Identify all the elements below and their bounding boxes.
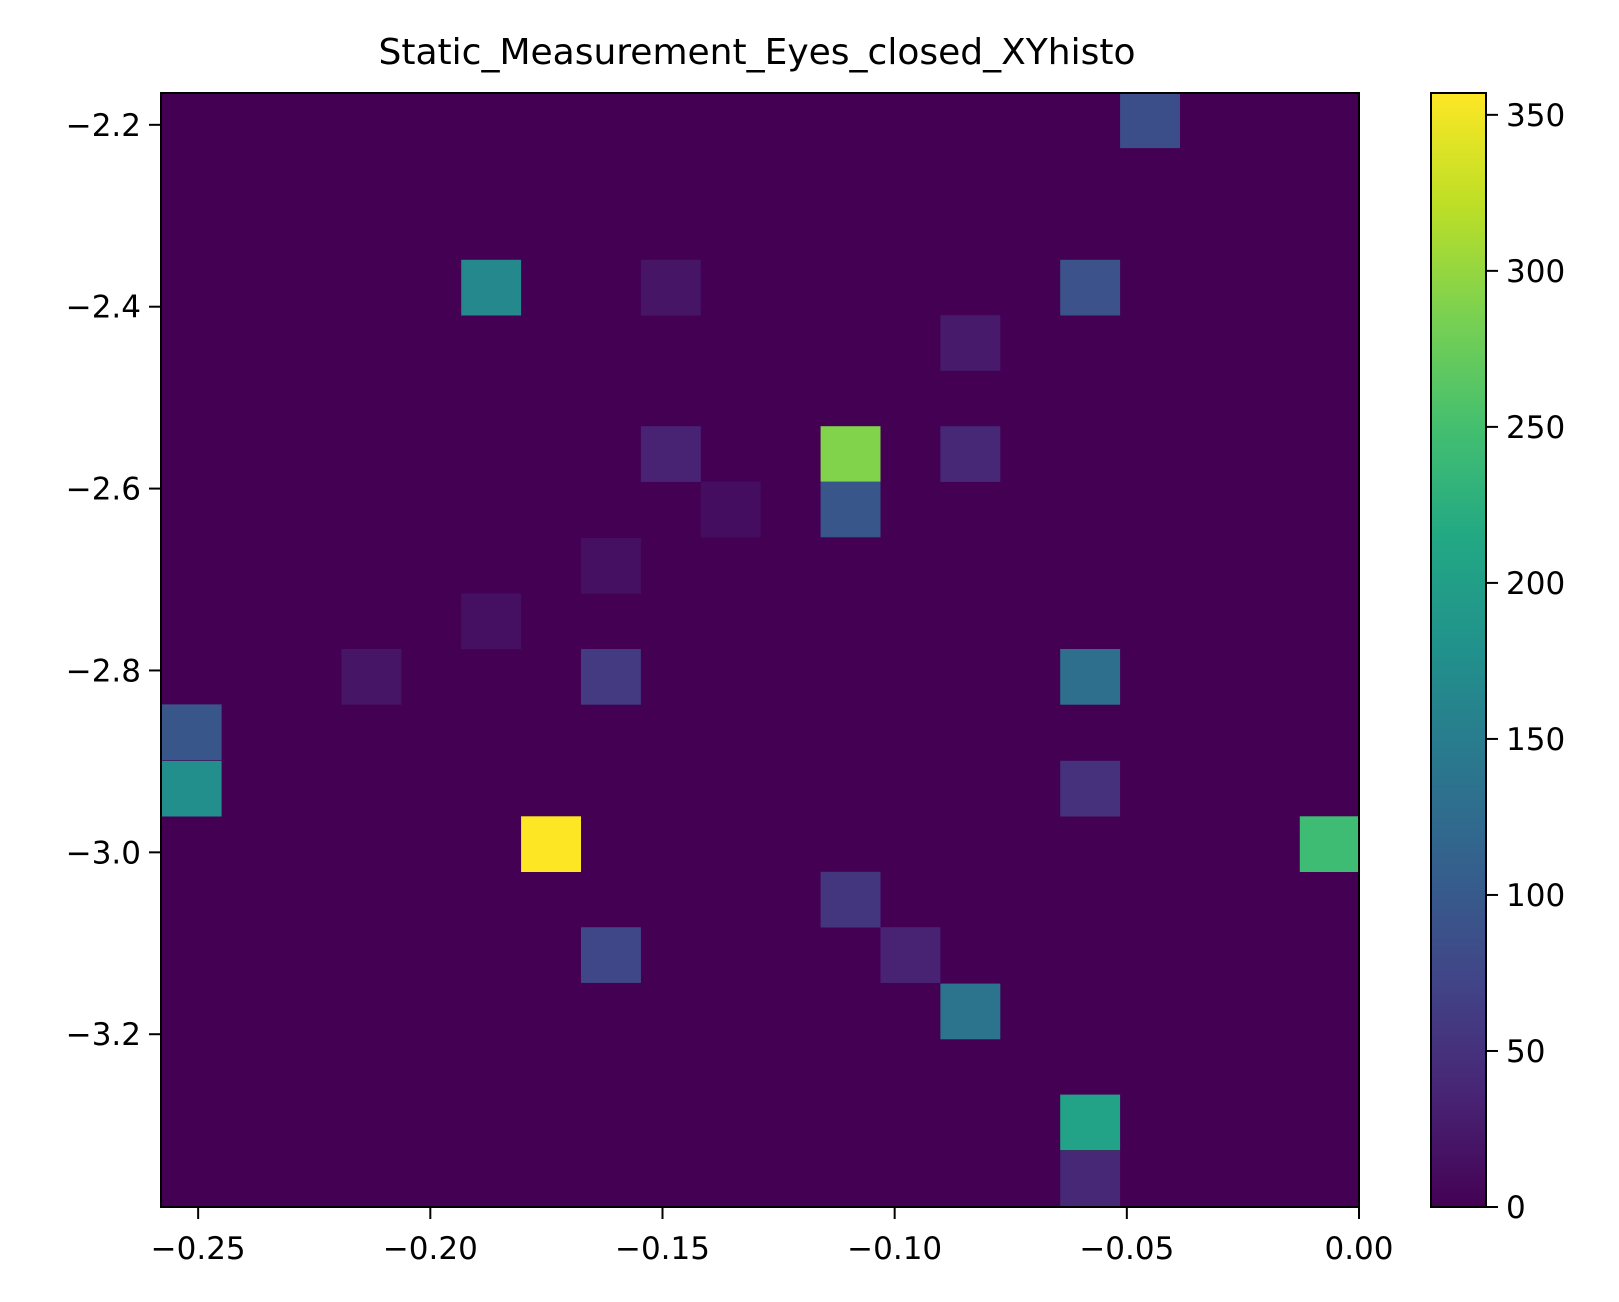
x-tick-label: −0.05 <box>1079 1231 1174 1267</box>
heatmap-cell-3 <box>1060 259 1121 316</box>
heatmap-cell-20 <box>820 871 881 928</box>
heatmap-cell-15 <box>161 704 222 761</box>
x-tick-label: −0.10 <box>847 1231 942 1267</box>
x-tick-label: 0.00 <box>1324 1231 1393 1267</box>
y-tick-label: −2.2 <box>66 108 141 144</box>
heatmap-cell-21 <box>581 927 641 983</box>
y-tick-label: −3.0 <box>66 835 141 871</box>
heatmap-cell-6 <box>820 426 881 482</box>
heatmap-cell-8 <box>700 481 761 538</box>
chart-title: Static_Measurement_Eyes_closed_XYhisto <box>379 32 1136 73</box>
y-axis: −2.2 −2.4 −2.6 −2.8 −3.0 −3.2 <box>66 108 161 1053</box>
heatmap-cell-4 <box>940 315 1001 371</box>
heatmap-cell-9 <box>820 481 881 538</box>
heatmap-cell-14 <box>1060 649 1121 705</box>
heatmap-cell-10 <box>581 538 641 594</box>
x-tick-label: −0.20 <box>383 1231 478 1267</box>
colorbar-tick-label: 300 <box>1506 254 1565 290</box>
colorbar-tick-label: 100 <box>1506 878 1565 914</box>
colorbar-ticks: 0 50 100 150 200 250 300 350 <box>1486 98 1565 1226</box>
heatmap-cell-23 <box>940 983 1001 1040</box>
colorbar-tick-label: 200 <box>1506 566 1565 602</box>
heatmap-cell-1 <box>461 259 522 316</box>
colorbar-tick-label: 150 <box>1506 722 1565 758</box>
heatmap-cell-5 <box>640 426 701 482</box>
y-tick-label: −2.8 <box>66 653 141 689</box>
x-tick-label: −0.15 <box>615 1231 710 1267</box>
colorbar-tick-label: 0 <box>1506 1190 1526 1226</box>
plot-background <box>161 93 1359 1207</box>
heatmap-cell-22 <box>880 927 941 983</box>
colorbar-tick-label: 350 <box>1506 98 1565 134</box>
heatmap-cell-25 <box>1060 1151 1121 1207</box>
heatmap-cell-12 <box>341 649 402 705</box>
y-tick-label: −3.2 <box>66 1017 141 1053</box>
x-tick-label: −0.25 <box>151 1231 246 1267</box>
heatmap-cell-0 <box>1120 92 1180 149</box>
x-axis: −0.25 −0.20 −0.15 −0.10 −0.05 0.00 <box>151 1207 1394 1267</box>
heatmap-cell-18 <box>521 816 581 872</box>
plot-frame <box>160 92 1360 1208</box>
y-tick-label: −2.6 <box>66 472 141 508</box>
heatmap-cell-7 <box>940 426 1001 482</box>
heatmap-cell-2 <box>640 259 701 316</box>
heatmap-cell-13 <box>581 649 641 705</box>
y-tick-label: −2.4 <box>66 290 141 326</box>
colorbar: 0 50 100 150 200 250 300 350 <box>1430 92 1565 1226</box>
heatmap-cells <box>161 92 1360 1207</box>
heatmap-cell-19 <box>1299 816 1360 872</box>
heatmap-cell-24 <box>1060 1094 1121 1151</box>
heatmap-cell-16 <box>161 760 222 817</box>
heatmap-cell-17 <box>1060 760 1121 817</box>
colorbar-tick-label: 50 <box>1506 1034 1545 1070</box>
plot-area <box>160 92 1360 1208</box>
heatmap-cell-11 <box>461 593 522 650</box>
colorbar-tick-label: 250 <box>1506 410 1565 446</box>
colorbar-gradient <box>1430 92 1487 1208</box>
